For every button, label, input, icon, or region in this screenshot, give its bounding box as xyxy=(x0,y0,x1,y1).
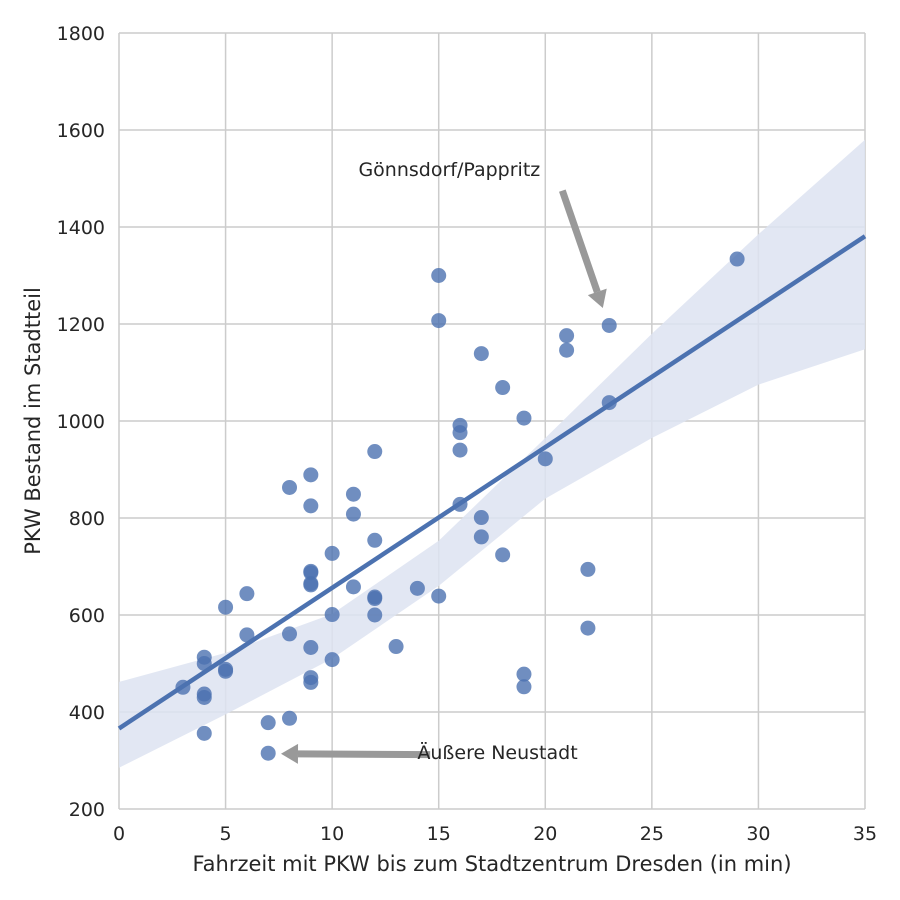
data-point xyxy=(409,580,425,596)
data-point xyxy=(452,442,468,458)
y-tick-label: 200 xyxy=(69,799,105,821)
x-tick-label: 35 xyxy=(853,823,877,845)
data-point xyxy=(303,577,319,593)
x-tick-label: 15 xyxy=(427,823,451,845)
data-point xyxy=(495,380,511,396)
data-point xyxy=(516,679,532,695)
annotation-label: Äußere Neustadt xyxy=(417,741,577,764)
annotation-arrow-shaft xyxy=(559,189,601,294)
data-point xyxy=(303,674,319,690)
data-point xyxy=(324,652,340,668)
annotations: Gönnsdorf/Pappritz Äußere Neustadt xyxy=(280,159,607,764)
y-tick-label: 1600 xyxy=(57,120,105,142)
data-point xyxy=(218,663,234,679)
data-point xyxy=(260,745,276,761)
data-point xyxy=(431,268,447,283)
data-point xyxy=(239,586,255,602)
y-tick-label: 1000 xyxy=(57,411,105,433)
y-tick-label: 400 xyxy=(69,702,105,724)
data-point xyxy=(260,715,276,731)
data-point xyxy=(559,328,575,344)
x-tick-label: 20 xyxy=(533,823,557,845)
x-tick-label: 10 xyxy=(320,823,344,845)
data-point xyxy=(473,529,489,545)
regression-line-layer xyxy=(117,234,867,731)
data-point xyxy=(537,451,553,467)
annotation-arrow-shaft xyxy=(297,750,431,759)
y-tick-label: 1400 xyxy=(57,217,105,239)
annotation-arrow-head xyxy=(587,288,607,308)
y-tick-label: 1200 xyxy=(57,314,105,336)
data-point xyxy=(516,666,532,682)
data-point xyxy=(303,565,319,581)
data-point xyxy=(345,506,361,522)
data-point xyxy=(196,689,212,705)
data-point xyxy=(367,607,383,623)
y-tick-label: 600 xyxy=(69,605,105,627)
annotation-label: Gönnsdorf/Pappritz xyxy=(358,159,540,181)
data-point xyxy=(367,532,383,548)
confidence-band xyxy=(119,139,865,768)
data-point xyxy=(473,346,489,362)
data-points xyxy=(175,251,745,761)
data-point xyxy=(473,510,489,526)
x-axis-label: Fahrzeit mit PKW bis zum Stadtzentrum Dr… xyxy=(192,852,791,876)
data-point xyxy=(303,639,319,655)
data-point xyxy=(729,251,745,267)
data-point xyxy=(452,425,468,441)
y-tick-label: 800 xyxy=(69,508,105,530)
y-tick-label: 1800 xyxy=(57,23,105,45)
data-point xyxy=(431,588,447,604)
data-point xyxy=(367,444,383,460)
data-point xyxy=(324,545,340,561)
data-point xyxy=(282,710,298,726)
data-point xyxy=(303,498,319,514)
x-tick-labels: 0 5 10 15 20 25 30 35 xyxy=(113,823,877,845)
x-tick-label: 25 xyxy=(640,823,664,845)
data-point xyxy=(282,479,298,495)
data-point xyxy=(388,639,404,655)
x-tick-label: 30 xyxy=(746,823,770,845)
data-point xyxy=(196,725,212,741)
data-point xyxy=(218,599,234,615)
data-point xyxy=(431,313,447,329)
regression-line xyxy=(117,234,867,731)
data-point xyxy=(559,342,575,358)
data-point xyxy=(324,607,340,623)
data-point xyxy=(345,579,361,595)
y-tick-labels: 200 400 600 800 1000 1200 1400 1600 1800 xyxy=(57,23,105,821)
data-point xyxy=(239,627,255,643)
data-point xyxy=(601,317,617,333)
data-point xyxy=(303,467,319,483)
data-point xyxy=(580,620,596,636)
annotation-arrow-head xyxy=(280,743,299,764)
y-axis-label: PKW Bestand im Stadtteil xyxy=(21,287,45,555)
data-point xyxy=(580,561,596,577)
data-point xyxy=(495,547,511,563)
x-tick-label: 0 xyxy=(113,823,125,845)
data-point xyxy=(367,591,383,607)
data-point xyxy=(516,410,532,426)
x-tick-label: 5 xyxy=(220,823,232,845)
data-point xyxy=(345,486,361,502)
data-point xyxy=(282,626,298,642)
confidence-band-layer xyxy=(119,139,865,768)
